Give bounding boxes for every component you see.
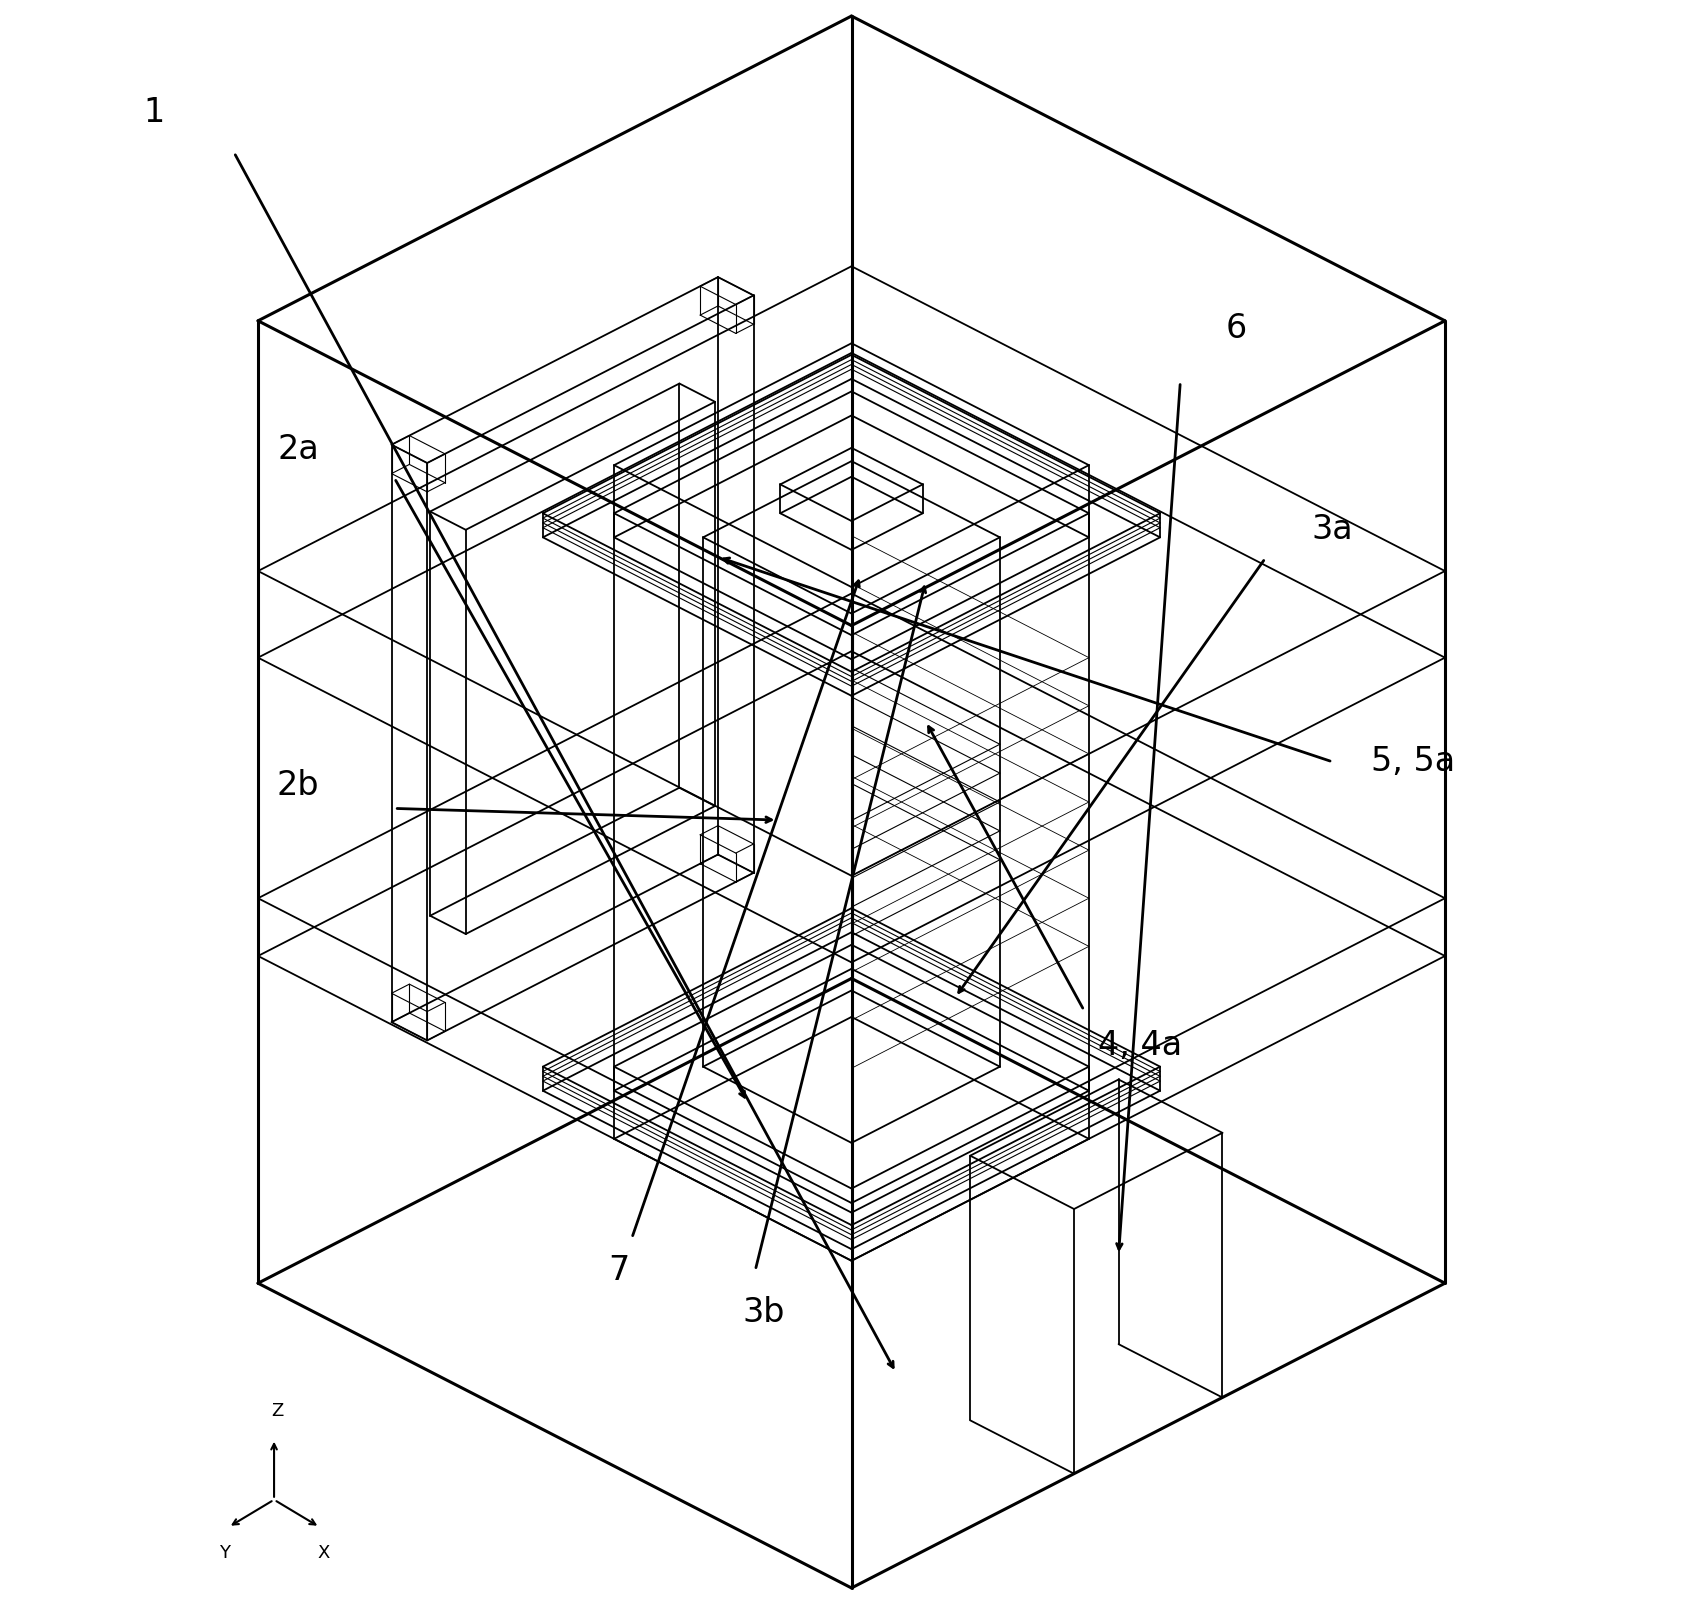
Text: 7: 7 [608,1254,630,1286]
Text: 4, 4a: 4, 4a [1098,1030,1182,1062]
Text: 3b: 3b [743,1296,785,1328]
Text: 2a: 2a [278,433,318,465]
Text: X: X [318,1545,330,1562]
Text: 6: 6 [1226,313,1247,345]
Text: 1: 1 [143,96,165,128]
Text: Y: Y [218,1545,230,1562]
Text: 5, 5a: 5, 5a [1371,746,1454,778]
Text: 2b: 2b [278,770,320,802]
Text: Z: Z [271,1402,283,1420]
Text: 3a: 3a [1311,513,1354,545]
